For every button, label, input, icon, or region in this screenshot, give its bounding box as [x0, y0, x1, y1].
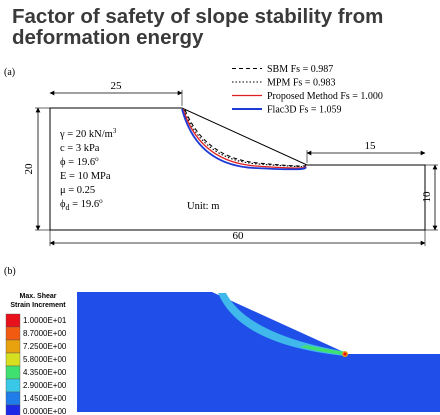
dim-label-left-height: 20 [23, 163, 35, 175]
property-subscript: d [66, 203, 70, 212]
property-superscript: o [99, 197, 103, 205]
property-superscript: o [95, 155, 99, 163]
legend-label: Proposed Method Fs = 1.000 [267, 91, 383, 102]
property-value: = 19.6 [70, 199, 100, 210]
colorbar-label: 5.8000E+00 [23, 355, 67, 364]
property-line: μ = 0.25 [60, 185, 95, 196]
panel-b-label: (b) [4, 266, 16, 277]
property-line: ϕ = 19.6o [60, 155, 99, 168]
colorbar-label: 0.0000E+00 [23, 407, 67, 415]
property-symbol: E [60, 171, 66, 182]
colorbar-label: 1.4500E+00 [23, 394, 67, 403]
legend-label: SBM Fs = 0.987 [267, 64, 333, 75]
slip-surface-mpm [183, 109, 307, 168]
shear-band [218, 293, 347, 356]
slip-surface-sbm [184, 109, 307, 167]
property-value: = 20 kN/m [65, 129, 113, 140]
legend: SBM Fs = 0.987 MPM Fs = 0.983 Proposed Met… [232, 64, 383, 116]
unit-label: Unit: m [187, 201, 219, 212]
property-line: γ = 20 kN/m3 [59, 127, 117, 140]
property-symbol: μ [60, 185, 66, 196]
colorbar-label: 8.7000E+00 [23, 329, 67, 338]
shear-band-peak-core [343, 352, 347, 356]
property-symbol: ϕ [60, 199, 66, 210]
dim-label-top-left: 25 [111, 80, 123, 92]
slip-surface-flac3d [181, 108, 307, 171]
colorbar-swatch [5, 365, 21, 380]
shear-band-high-zone [300, 345, 347, 355]
colorbar-label: 7.2500E+00 [23, 342, 67, 351]
legend-label: MPM Fs = 0.983 [267, 78, 335, 89]
slip-surface-proposed [182, 108, 307, 169]
colorbar-label: 1.0000E+01 [23, 316, 67, 325]
dim-label-right-height: 10 [421, 191, 433, 203]
property-symbol: γ [59, 129, 65, 140]
page-title: Factor of safety of slope stability from… [12, 6, 432, 48]
title-line-2: deformation energy [12, 26, 204, 49]
property-value: = 0.25 [66, 185, 96, 196]
colorbar-title-line1: Max. Shear [20, 293, 57, 300]
property-symbol: ϕ [60, 157, 66, 168]
colorbar-label: 4.3500E+00 [23, 368, 67, 377]
colorbar-swatch [5, 391, 21, 406]
colorbar-swatch [5, 404, 21, 415]
title-line-1: Factor of safety of slope stability from [12, 5, 384, 28]
property-value: = 10 MPa [66, 171, 110, 182]
legend-label: Flac3D Fs = 1.059 [267, 105, 342, 116]
property-line: ϕd = 19.6o [60, 197, 103, 212]
property-value: = 19.6 [66, 157, 96, 168]
colorbar-swatch [5, 313, 21, 328]
colorbar-swatch [5, 378, 21, 393]
colorbar-swatch [5, 352, 21, 367]
property-superscript: 3 [113, 127, 117, 135]
dim-label-bottom: 60 [233, 230, 245, 242]
property-value: = 3 kPa [65, 143, 100, 154]
property-line: c = 3 kPa [60, 143, 100, 154]
flac3d-model-body [77, 292, 440, 412]
slope-outline [49, 107, 426, 231]
property-symbol: c [60, 143, 65, 154]
colorbar-swatch [5, 326, 21, 341]
panel-a-label: (a) [4, 67, 15, 78]
colorbar-swatch [5, 339, 21, 354]
colorbar: 1.0000E+01 8.7000E+00 7.2500E+00 5.8000E+00… [5, 313, 67, 415]
dim-label-top-right: 15 [365, 140, 377, 152]
colorbar-title-line2: Strain Increment [10, 302, 66, 309]
property-line: E = 10 MPa [60, 171, 111, 182]
colorbar-label: 2.9000E+00 [23, 381, 67, 390]
